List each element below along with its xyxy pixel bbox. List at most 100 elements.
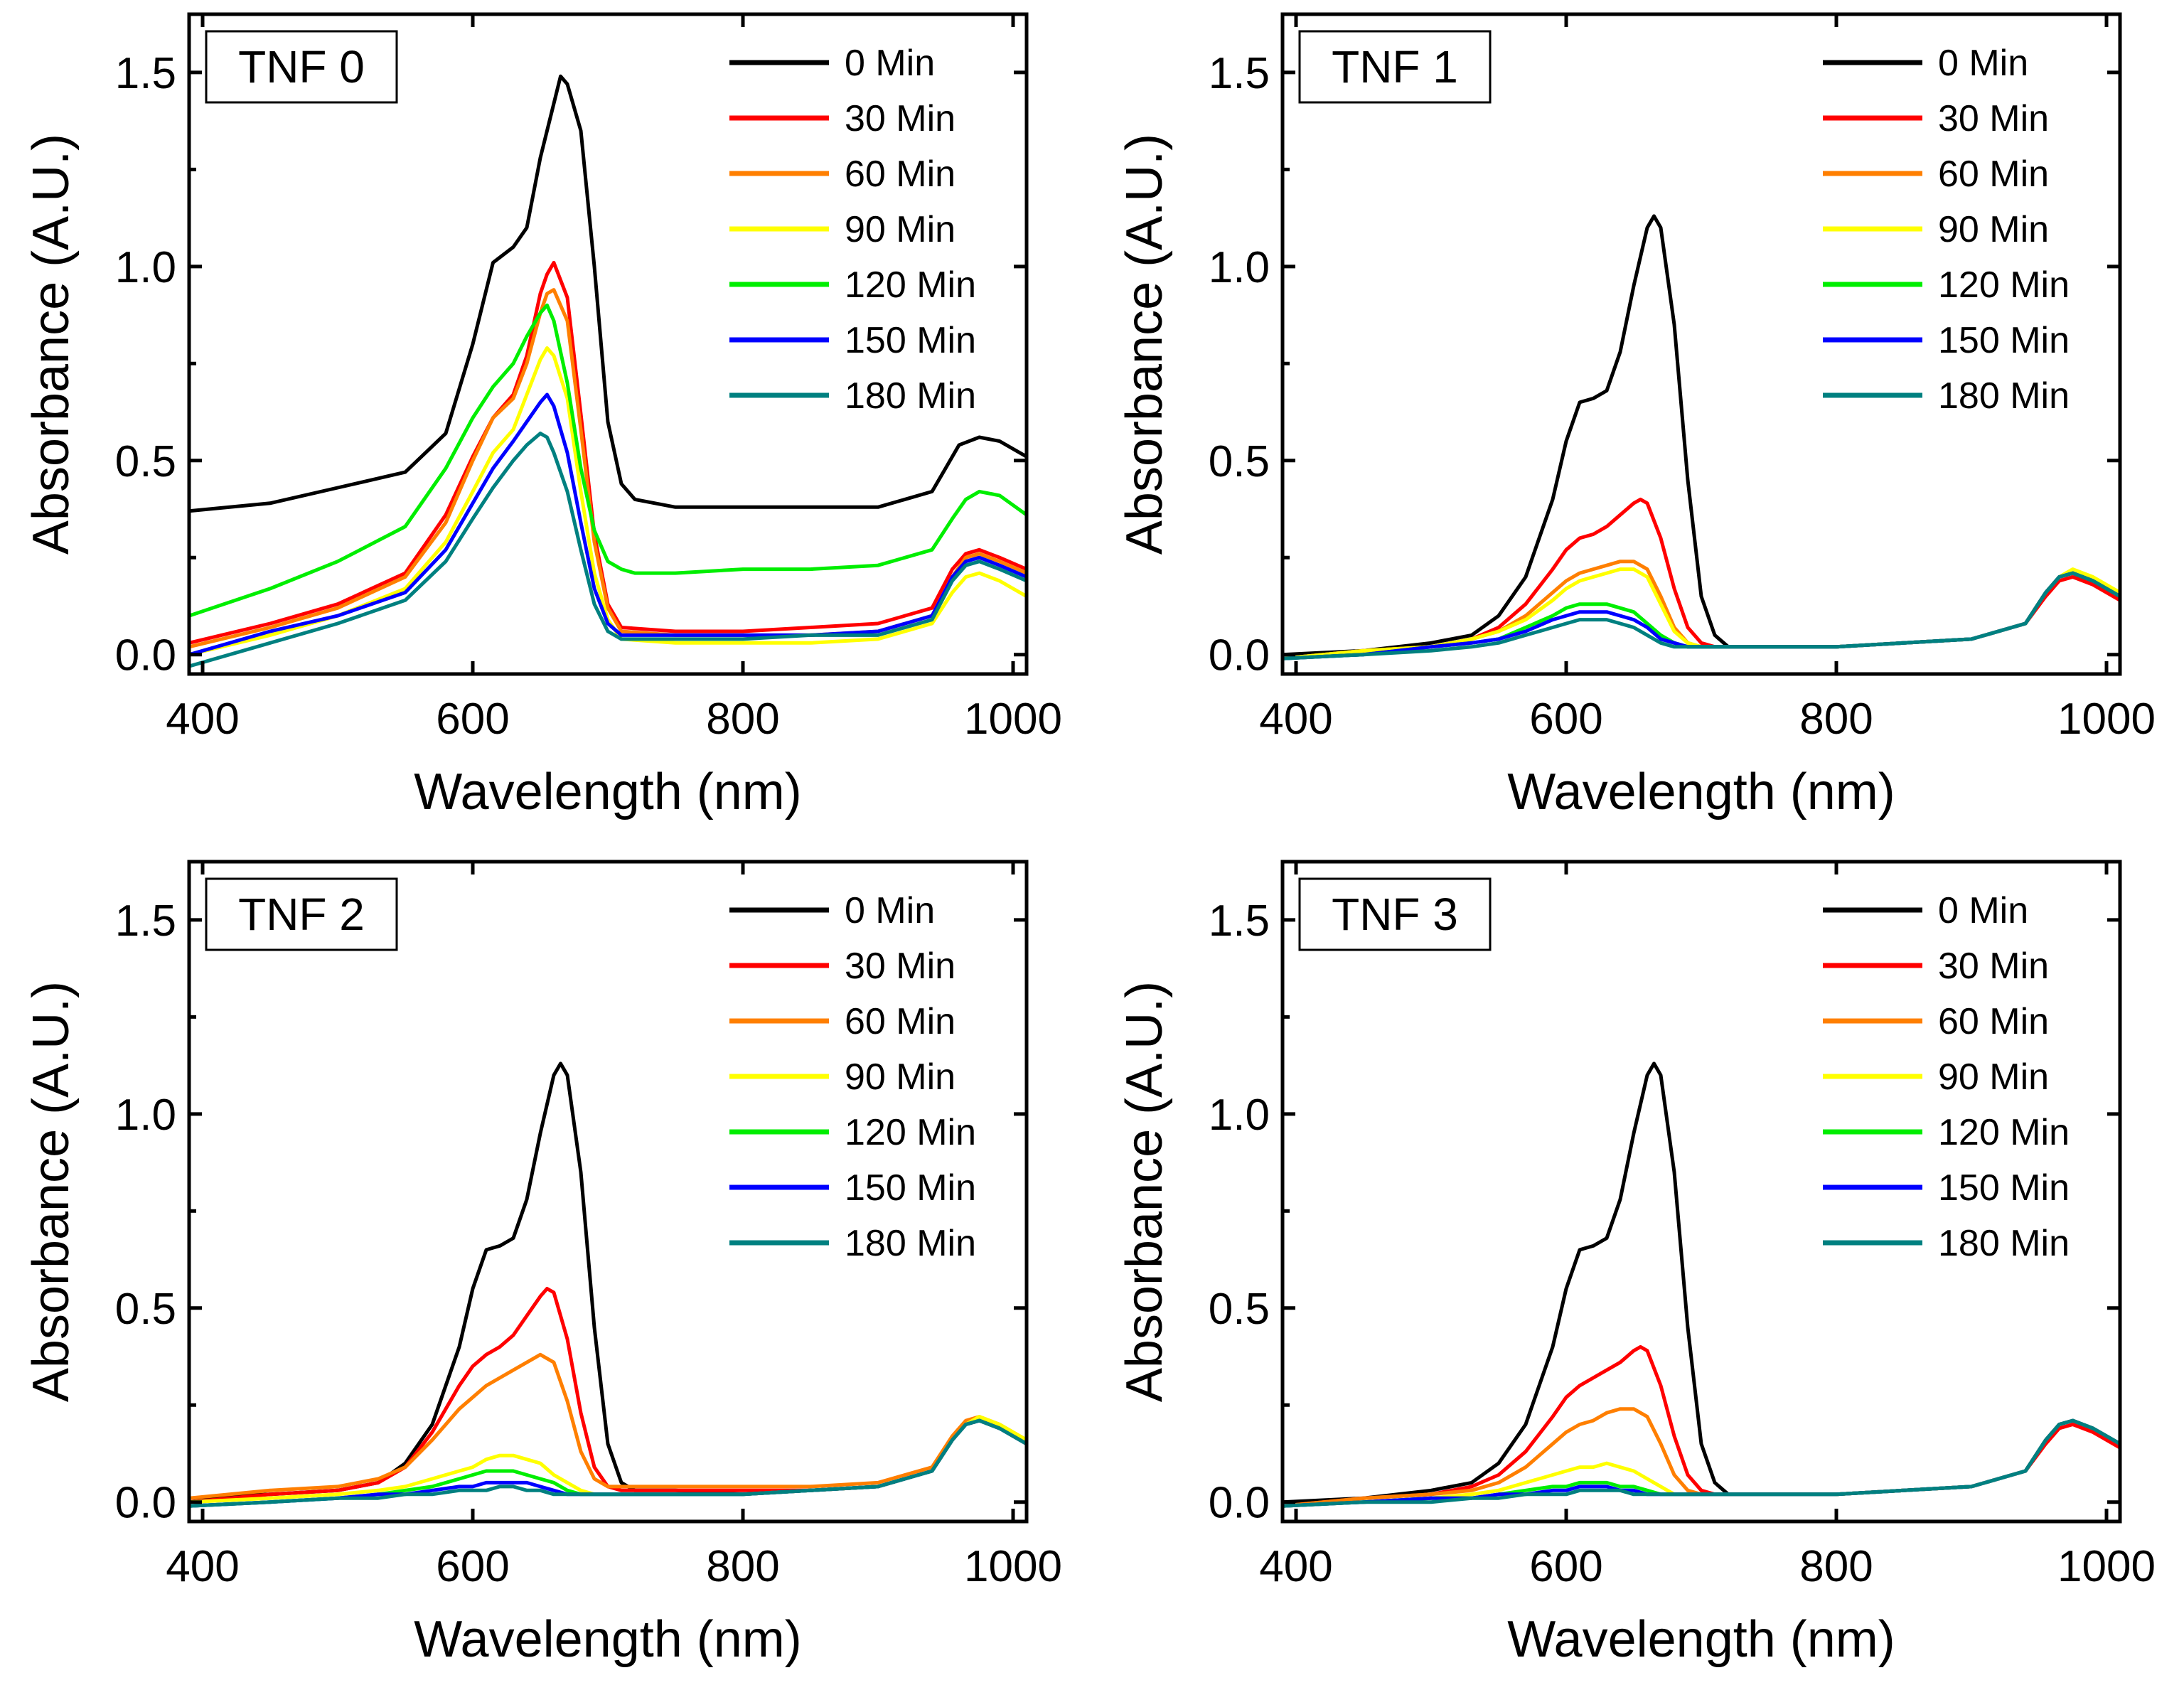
series-line-60-min [189,1352,1027,1500]
y-axis-title: Absorbance (A.U.) [23,981,80,1402]
y-tick-label: 0.5 [1209,1285,1270,1334]
legend-label-30-min: 30 Min [845,98,956,139]
series-line-180-min [189,432,1027,668]
series-line-150-min [189,392,1027,657]
series-line-30-min [189,260,1027,645]
y-tick-label: 0.0 [115,631,176,680]
x-tick-label: 600 [1529,695,1602,744]
legend-label-180-min: 180 Min [1938,375,2070,417]
panel-tnf-0: 400 600 800 1000 0.0 0.5 1.0 1.5 Wavelength (nm)… [23,12,1062,820]
x-tick-label: 600 [436,695,509,744]
series-line-180-min [189,1418,1027,1508]
legend: 0 Min 30 Min 60 Min 90 Min 120 Min 150 Min 180… [729,43,976,417]
legend-label-180-min: 180 Min [845,1223,976,1264]
legend: 0 Min 30 Min 60 Min 90 Min 120 Min 150 Min 180… [1823,43,2070,417]
x-tick-label: 600 [436,1542,509,1591]
x-axis-title: Wavelength (nm) [414,764,802,820]
panel-tag-box [205,30,398,104]
y-tick-label: 1.0 [1209,243,1270,292]
legend-label-0-min: 0 Min [845,43,935,84]
panel-tag: TNF 1 [1298,30,1492,104]
x-tick-label: 400 [166,1542,239,1591]
plot-frame [1280,12,2122,676]
panel-tnf-3: 400 600 800 1000 0.0 0.5 1.0 1.5 Wavelength (nm)… [1116,860,2156,1668]
x-axis-title: Wavelength (nm) [1507,1611,1895,1668]
series-group [1283,1061,2120,1508]
y-axis-title: Absorbance (A.U.) [1116,134,1173,555]
legend: 0 Min 30 Min 60 Min 90 Min 120 Min 150 Min 180… [1823,890,2070,1264]
legend-label-90-min: 90 Min [1938,209,2049,250]
x-tick-label: 1000 [964,695,1062,744]
y-axis-title: Absorbance (A.U.) [23,134,80,555]
panel-tag: TNF 3 [1298,877,1492,951]
legend-label-120-min: 120 Min [845,1112,976,1153]
legend-label-120-min: 120 Min [1938,264,2070,306]
series-line-30-min [1283,1344,2120,1508]
panel-tnf-2: 400 600 800 1000 0.0 0.5 1.0 1.5 Wavelength (nm)… [23,860,1062,1668]
y-tick-label: 0.5 [1209,437,1270,486]
y-tick-label: 1.0 [115,1091,176,1140]
x-tick-label: 1000 [964,1542,1062,1591]
x-tick-label: 400 [1259,695,1332,744]
y-tick-label: 1.5 [1209,897,1270,946]
y-axis-title: Absorbance (A.U.) [1116,981,1173,1402]
series-line-120-min [189,303,1027,618]
legend-label-60-min: 60 Min [845,154,956,195]
y-tick-label: 1.5 [1209,49,1270,98]
plot-frame [187,12,1029,676]
legend-label-30-min: 30 Min [845,946,956,987]
legend-label-150-min: 150 Min [845,320,976,361]
legend-label-150-min: 150 Min [845,1167,976,1209]
legend-label-120-min: 120 Min [1938,1112,2070,1153]
panel-tnf-1: 400 600 800 1000 0.0 0.5 1.0 1.5 Wavelength (nm)… [1116,12,2156,820]
panel-tag-label: TNF 0 [238,41,365,92]
panel-tag: TNF 2 [205,877,398,951]
series-line-30-min [189,1287,1027,1504]
panel-tag-label: TNF 3 [1332,889,1458,940]
series-line-30-min [1283,497,2120,660]
series-group [1283,214,2120,660]
y-tick-label: 0.5 [115,1285,176,1334]
legend-label-90-min: 90 Min [845,209,956,250]
series-line-180-min [1283,571,2120,660]
y-tick-label: 1.5 [115,49,176,98]
series-line-180-min [1283,1418,2120,1508]
legend-label-0-min: 0 Min [1938,43,2028,84]
panel-tag-box [205,877,398,951]
legend-label-0-min: 0 Min [845,890,935,931]
series-group [189,74,1027,668]
y-tick-label: 0.0 [1209,631,1270,680]
legend-label-30-min: 30 Min [1938,98,2049,139]
panel-tag: TNF 0 [205,30,398,104]
legend-label-60-min: 60 Min [1938,154,2049,195]
x-axis-title: Wavelength (nm) [414,1611,802,1668]
legend-label-60-min: 60 Min [845,1001,956,1042]
x-tick-label: 1000 [2057,695,2156,744]
panel-tag-label: TNF 1 [1332,41,1458,92]
x-tick-label: 800 [1799,695,1873,744]
legend-label-150-min: 150 Min [1938,1167,2070,1209]
y-tick-label: 0.0 [1209,1479,1270,1528]
plot-frame [1280,860,2122,1524]
legend-label-150-min: 150 Min [1938,320,2070,361]
legend-label-30-min: 30 Min [1938,946,2049,987]
legend-label-0-min: 0 Min [1938,890,2028,931]
legend-label-180-min: 180 Min [1938,1223,2070,1264]
panel-tag-label: TNF 2 [238,889,365,940]
series-group [189,1061,1027,1508]
series-line-0-min [189,74,1027,513]
legend: 0 Min 30 Min 60 Min 90 Min 120 Min 150 Min 180… [729,890,976,1264]
plot-frame [187,860,1029,1524]
legend-label-180-min: 180 Min [845,375,976,417]
legend-label-120-min: 120 Min [845,264,976,306]
panel-tag-box [1298,30,1492,104]
y-tick-label: 1.5 [115,897,176,946]
y-tick-label: 0.5 [115,437,176,486]
x-axis-title: Wavelength (nm) [1507,764,1895,820]
y-tick-label: 1.0 [1209,1091,1270,1140]
x-tick-label: 400 [1259,1542,1332,1591]
x-tick-label: 800 [706,695,779,744]
y-tick-label: 0.0 [115,1479,176,1528]
legend-label-90-min: 90 Min [1938,1057,2049,1098]
